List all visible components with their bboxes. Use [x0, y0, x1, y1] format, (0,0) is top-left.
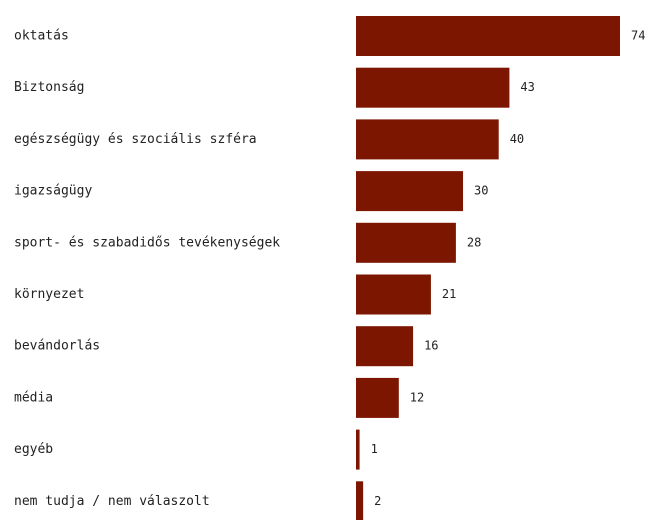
bar — [356, 326, 414, 367]
bar — [356, 377, 399, 418]
value-label: 30 — [474, 184, 488, 198]
category-label: nem tudja / nem válaszolt — [14, 494, 210, 509]
category-label: egyéb — [14, 442, 53, 457]
value-label: 21 — [442, 287, 456, 301]
value-label: 2 — [374, 494, 381, 508]
value-label: 74 — [631, 29, 645, 43]
category-label: környezet — [14, 287, 84, 302]
value-label: 12 — [410, 390, 424, 404]
category-label: média — [14, 390, 53, 405]
value-label: 16 — [424, 339, 438, 353]
category-label: egészségügy és szociális szféra — [14, 132, 257, 147]
bar — [356, 16, 620, 56]
bar — [356, 274, 431, 315]
value-label: 28 — [467, 235, 481, 249]
bar — [356, 481, 364, 520]
category-label: igazságügy — [14, 184, 92, 199]
bar — [356, 222, 456, 263]
category-labels: oktatás Biztonság egészségügy és szociális… — [14, 29, 280, 509]
category-label: sport- és szabadidős tevékenységek — [14, 235, 280, 250]
category-label: oktatás — [14, 29, 69, 44]
bars — [356, 16, 620, 520]
value-label: 1 — [371, 442, 378, 456]
category-label: Biztonság — [14, 80, 84, 95]
value-label: 43 — [520, 80, 534, 94]
bar — [356, 171, 464, 212]
category-label: bevándorlás — [14, 339, 100, 354]
bar — [356, 67, 510, 108]
value-label: 40 — [510, 132, 524, 146]
bar — [356, 429, 360, 470]
bar — [356, 119, 499, 160]
